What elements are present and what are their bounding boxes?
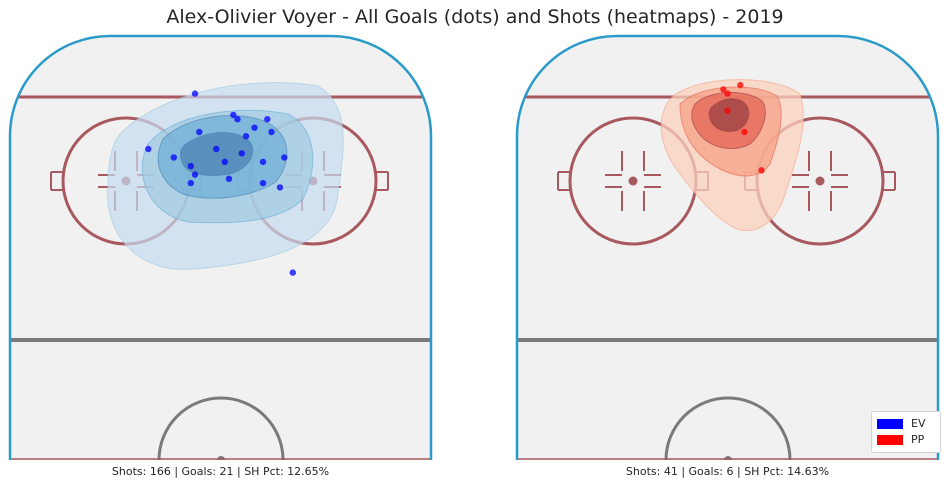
legend-label-pp: PP bbox=[911, 433, 925, 446]
center-circle bbox=[664, 396, 792, 460]
legend-swatch-ev bbox=[877, 419, 903, 429]
stats-ev: Shots: 166 | Goals: 21 | SH Pct: 12.65% bbox=[111, 465, 330, 478]
goal-dot bbox=[187, 162, 194, 170]
goal-dot bbox=[230, 111, 237, 119]
boards bbox=[8, 34, 433, 460]
goal-dot bbox=[276, 184, 284, 191]
rink-ev bbox=[8, 34, 433, 460]
faceoff-dot-left bbox=[628, 176, 638, 186]
goal-dot bbox=[281, 154, 288, 161]
goal-dot bbox=[225, 175, 233, 182]
goal-dot bbox=[264, 116, 271, 123]
chart-title: Alex-Olivier Voyer - All Goals (dots) an… bbox=[166, 6, 784, 28]
goal-dot bbox=[758, 167, 765, 174]
goal-dot bbox=[289, 269, 296, 276]
goal-dot bbox=[251, 124, 258, 131]
rink-pp bbox=[515, 34, 940, 460]
goal-dot bbox=[737, 81, 744, 89]
goal-dots bbox=[720, 81, 765, 174]
shot-heatmap bbox=[107, 82, 344, 270]
rink-markings bbox=[517, 79, 938, 460]
goal-dot bbox=[259, 158, 267, 165]
goal-dot bbox=[268, 128, 275, 136]
goal-dot bbox=[170, 154, 177, 161]
goal-dot bbox=[187, 179, 194, 187]
center-circle bbox=[157, 396, 285, 460]
faceoff-dot-right bbox=[815, 176, 825, 186]
goal-dot bbox=[238, 150, 245, 157]
stats-pp: Shots: 41 | Goals: 6 | SH Pct: 14.63% bbox=[625, 465, 830, 478]
legend-label-ev: EV bbox=[911, 417, 926, 430]
goal-dot bbox=[724, 90, 731, 97]
legend-swatch-pp bbox=[877, 435, 903, 445]
goal-dot bbox=[234, 116, 241, 123]
boards bbox=[515, 34, 940, 460]
goal-dot bbox=[191, 171, 199, 178]
goal-dot bbox=[741, 128, 748, 136]
rink-ice bbox=[517, 36, 938, 460]
rink-panel-pp bbox=[515, 34, 940, 460]
legend: EV PP bbox=[871, 411, 941, 453]
goal-dot bbox=[720, 86, 727, 93]
shot-heatmap bbox=[660, 79, 804, 232]
heatmap-level-4 bbox=[708, 98, 750, 132]
goal-dot bbox=[191, 90, 199, 97]
goal-dots bbox=[145, 90, 296, 276]
goal-dot bbox=[213, 145, 220, 153]
center-dot bbox=[217, 456, 225, 460]
heatmap-level-4 bbox=[179, 132, 254, 176]
goal-dot bbox=[221, 158, 228, 165]
goal-dot bbox=[242, 133, 250, 140]
goal-dot bbox=[145, 145, 152, 153]
goal-dot bbox=[196, 128, 203, 136]
center-dot bbox=[724, 456, 732, 460]
rink-markings bbox=[10, 82, 431, 460]
goal-dot bbox=[724, 107, 731, 114]
goal-dot bbox=[259, 179, 267, 187]
rink-panel-ev bbox=[8, 34, 433, 460]
